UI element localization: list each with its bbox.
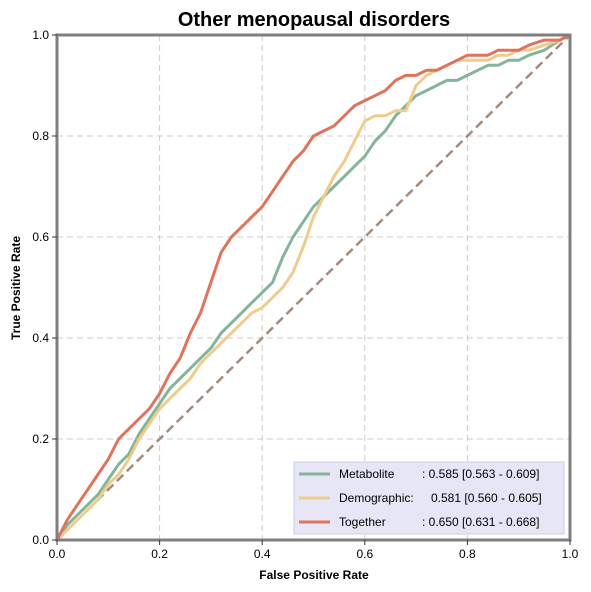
series-line-metabolite — [55, 33, 571, 541]
diagonal-reference — [56, 34, 571, 541]
legend-label-stats: : 0.585 [0.563 - 0.609] — [422, 467, 539, 481]
grid-lines — [57, 35, 570, 540]
chart-title: Other menopausal disorders — [178, 9, 450, 31]
legend-label-stats: 0.581 [0.560 - 0.605] — [431, 491, 542, 505]
legend-label-name: Metabolite — [339, 467, 395, 481]
y-tick-label: 0.8 — [32, 129, 49, 143]
chance-diagonal-line — [56, 34, 571, 541]
x-tick-label: 0.0 — [49, 547, 66, 561]
x-tick-label: 1.0 — [562, 547, 579, 561]
y-axis-ticks: 0.0 0.2 0.4 0.6 0.8 1.0 — [32, 28, 57, 547]
x-axis-label: False Positive Rate — [259, 568, 369, 582]
series-lines — [55, 33, 571, 542]
x-tick-label: 0.2 — [151, 547, 168, 561]
series-line-demographic — [55, 33, 571, 542]
y-tick-label: 0.0 — [32, 533, 49, 547]
x-axis-ticks: 0.0 0.2 0.4 0.6 0.8 1.0 — [49, 540, 579, 561]
y-tick-label: 1.0 — [32, 28, 49, 42]
legend-label-name: Together — [339, 515, 386, 529]
legend-label-stats: : 0.650 [0.631 - 0.668] — [422, 515, 539, 529]
series-line-together — [55, 33, 571, 541]
legend-box — [293, 461, 565, 535]
y-tick-label: 0.2 — [32, 432, 49, 446]
x-tick-label: 0.6 — [356, 547, 373, 561]
legend: Metabolite : 0.585 [0.563 - 0.609] Demogra… — [293, 461, 565, 535]
y-axis-label: True Positive Rate — [9, 236, 23, 340]
x-tick-label: 0.8 — [459, 547, 476, 561]
x-tick-label: 0.4 — [254, 547, 271, 561]
y-tick-label: 0.4 — [32, 331, 49, 345]
plot-frame — [55, 33, 572, 542]
y-tick-label: 0.6 — [32, 230, 49, 244]
legend-label-name: Demographic: — [339, 491, 414, 505]
